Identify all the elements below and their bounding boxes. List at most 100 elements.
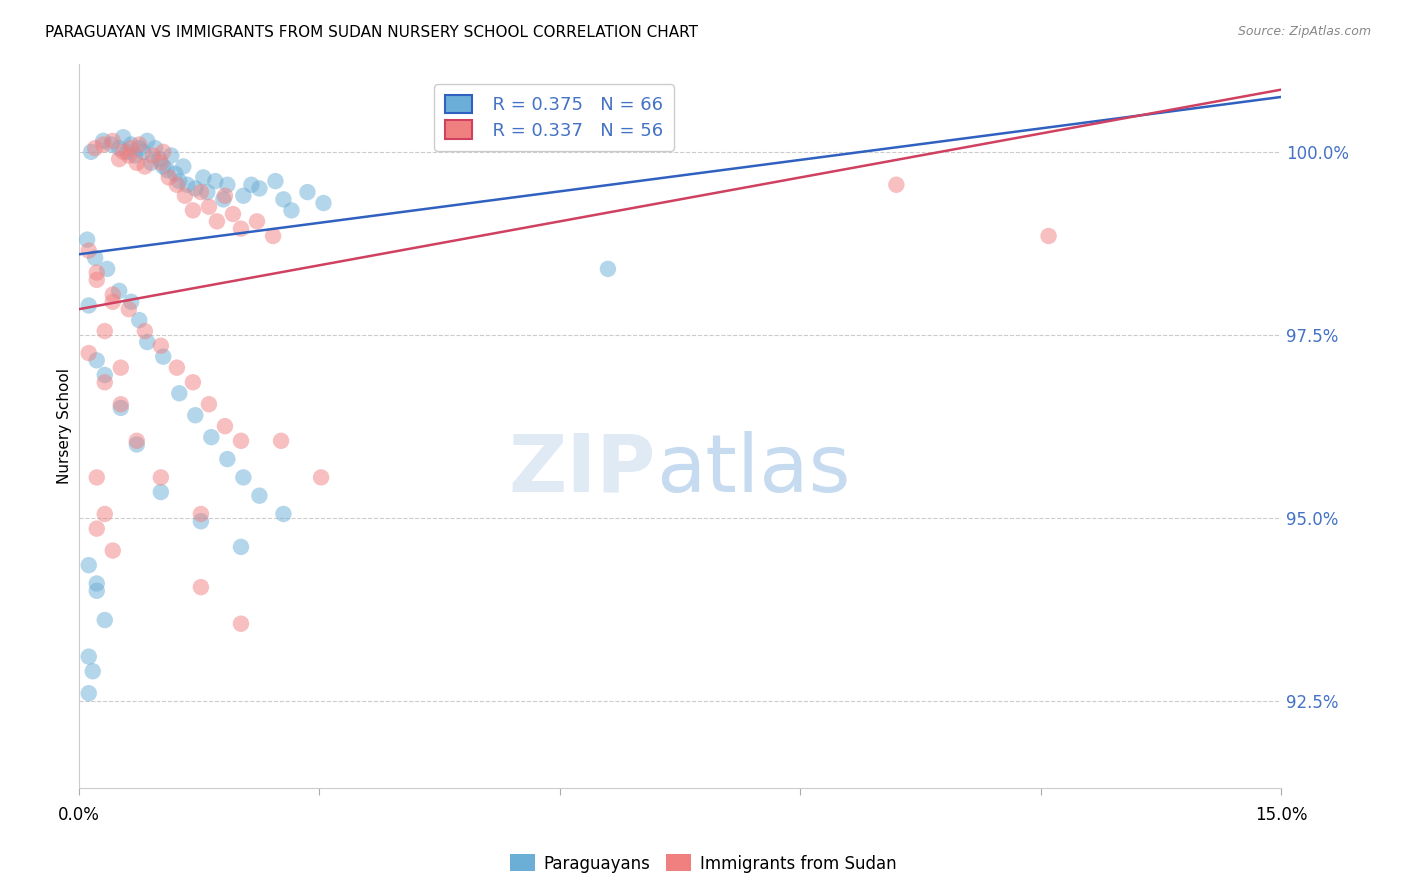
Point	[198, 397, 221, 411]
Point	[76, 233, 98, 247]
Point	[190, 185, 212, 199]
Point	[124, 148, 146, 162]
Text: Source: ZipAtlas.com: Source: ZipAtlas.com	[1237, 25, 1371, 38]
Point	[157, 170, 180, 185]
Point	[297, 185, 319, 199]
Point	[120, 137, 142, 152]
Point	[280, 203, 302, 218]
Point	[112, 145, 135, 159]
Point	[204, 174, 226, 188]
Legend: Paraguayans, Immigrants from Sudan: Paraguayans, Immigrants from Sudan	[503, 847, 903, 880]
Point	[108, 284, 131, 298]
Point	[134, 324, 156, 338]
Point	[120, 141, 142, 155]
Point	[86, 353, 108, 368]
Point	[152, 350, 174, 364]
Point	[128, 137, 150, 152]
Point	[77, 346, 100, 360]
Point	[270, 434, 292, 448]
Point	[86, 470, 108, 484]
Point	[86, 522, 108, 536]
Point	[273, 193, 295, 207]
Point	[134, 160, 156, 174]
Point	[232, 470, 254, 484]
Point	[128, 313, 150, 327]
Point	[312, 196, 335, 211]
Point	[152, 160, 174, 174]
Point	[110, 401, 132, 415]
Point	[94, 613, 117, 627]
Point	[94, 507, 117, 521]
Point	[229, 616, 252, 631]
Point	[91, 137, 114, 152]
Point	[169, 386, 191, 401]
Point	[136, 334, 159, 349]
Point	[184, 408, 207, 422]
Point	[886, 178, 908, 192]
Point	[132, 145, 155, 159]
Text: ZIP: ZIP	[509, 431, 657, 508]
Point	[156, 163, 179, 178]
Point	[118, 148, 141, 162]
Point	[190, 580, 212, 594]
Point	[190, 507, 212, 521]
Point	[200, 430, 222, 444]
Point	[181, 376, 204, 390]
Point	[262, 229, 284, 244]
Point	[141, 156, 163, 170]
Point	[166, 360, 188, 375]
Point	[86, 266, 108, 280]
Point	[184, 181, 207, 195]
Point	[112, 130, 135, 145]
Point	[214, 419, 236, 434]
Point	[100, 137, 122, 152]
Point	[149, 485, 172, 500]
Point	[101, 543, 124, 558]
Point	[94, 376, 117, 390]
Point	[229, 540, 252, 554]
Point	[110, 360, 132, 375]
Point	[80, 145, 103, 159]
Point	[232, 188, 254, 202]
Point	[246, 214, 269, 228]
Point	[247, 181, 270, 195]
Point	[148, 152, 170, 166]
Legend:   R = 0.375   N = 66,   R = 0.337   N = 56: R = 0.375 N = 66, R = 0.337 N = 56	[434, 84, 673, 151]
Point	[165, 167, 187, 181]
Point	[247, 489, 270, 503]
Point	[86, 583, 108, 598]
Point	[309, 470, 332, 484]
Point	[214, 188, 236, 202]
Point	[172, 160, 194, 174]
Point	[125, 434, 148, 448]
Point	[205, 214, 228, 228]
Point	[217, 178, 239, 192]
Point	[240, 178, 263, 192]
Text: 0.0%: 0.0%	[58, 806, 100, 824]
Text: atlas: atlas	[657, 431, 851, 508]
Point	[212, 193, 235, 207]
Point	[94, 368, 117, 382]
Point	[115, 145, 138, 159]
Point	[125, 437, 148, 451]
Point	[1038, 229, 1060, 244]
Point	[143, 141, 166, 155]
Point	[77, 558, 100, 573]
Point	[160, 148, 183, 162]
Point	[101, 287, 124, 301]
Text: 15.0%: 15.0%	[1254, 806, 1308, 824]
Point	[264, 174, 287, 188]
Point	[229, 221, 252, 235]
Point	[118, 302, 141, 317]
Point	[86, 576, 108, 591]
Point	[149, 470, 172, 484]
Point	[217, 452, 239, 467]
Point	[173, 188, 195, 202]
Point	[136, 134, 159, 148]
Point	[120, 294, 142, 309]
Point	[176, 178, 198, 192]
Point	[198, 200, 221, 214]
Point	[91, 134, 114, 148]
Point	[152, 145, 174, 159]
Point	[169, 174, 191, 188]
